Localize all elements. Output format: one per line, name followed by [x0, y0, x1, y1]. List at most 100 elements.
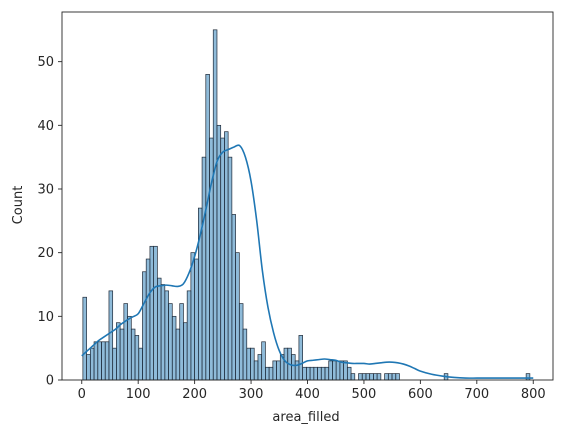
y-tick-label: 20	[37, 246, 54, 261]
x-tick-label: 800	[521, 387, 546, 402]
histogram-bar	[395, 373, 400, 381]
histogram-bar	[376, 373, 382, 381]
histogram-bar	[272, 360, 277, 381]
histogram-bar	[130, 328, 136, 381]
histogram-bar	[261, 341, 266, 381]
histogram-bar	[116, 322, 121, 381]
histogram-bar	[265, 366, 270, 381]
histogram-bar	[350, 373, 356, 381]
histogram-bar	[335, 360, 341, 381]
x-tick-label: 200	[182, 387, 207, 402]
histogram-bar	[387, 373, 393, 381]
histogram-bar	[183, 322, 188, 381]
histogram-bar	[302, 366, 307, 381]
y-tick-label: 30	[37, 182, 54, 197]
histogram-bar	[157, 277, 162, 381]
histogram-bar	[231, 214, 236, 381]
histogram-bar	[373, 373, 378, 381]
histogram-bar	[298, 335, 303, 381]
histogram-bar	[294, 360, 300, 381]
histogram-bar	[328, 360, 333, 381]
histogram-bar	[86, 354, 91, 381]
histogram-bar	[291, 354, 296, 381]
histogram-bar	[190, 252, 195, 381]
histogram-bar	[119, 328, 125, 381]
histogram-bar	[153, 245, 158, 381]
histogram-bar	[201, 156, 207, 381]
x-tick-label: 0	[78, 387, 86, 402]
plot-frame	[61, 11, 554, 381]
histogram-bar	[361, 373, 367, 381]
histogram-bar	[108, 290, 114, 381]
histogram-bar	[309, 366, 315, 381]
histogram-bar	[179, 303, 184, 381]
y-tick-label: 10	[37, 310, 54, 325]
histogram-bar	[242, 328, 248, 381]
x-tick-label: 300	[239, 387, 264, 402]
histogram-bars	[82, 29, 531, 381]
histogram-bar	[82, 296, 87, 381]
histogram-bar	[145, 258, 151, 381]
histogram-bar	[186, 290, 192, 381]
x-axis-ticks: 0 100 200 300 400 500 600 700 800	[78, 380, 546, 402]
histogram-bar	[101, 341, 106, 381]
histogram-bar	[168, 303, 173, 381]
histogram-bar	[149, 245, 154, 381]
histogram-bar	[205, 74, 210, 381]
histogram-bar	[283, 347, 289, 381]
y-tick-label: 50	[37, 55, 54, 70]
y-tick-label: 40	[37, 119, 54, 134]
histogram-bar	[227, 156, 233, 381]
histogram-bar	[238, 303, 244, 381]
histogram-bar	[276, 360, 281, 381]
histogram-bar	[134, 335, 140, 381]
histogram-bar	[369, 373, 374, 381]
histogram-bar	[358, 373, 363, 381]
histogram-bar	[194, 258, 199, 381]
histogram-bar	[216, 124, 222, 381]
histogram-bar	[212, 29, 218, 381]
histogram-bar	[324, 366, 330, 381]
histogram-bar	[224, 131, 229, 381]
histogram-bar	[97, 341, 102, 381]
x-tick-label: 700	[464, 387, 489, 402]
histogram-bar	[235, 252, 240, 381]
x-tick-label: 100	[126, 387, 151, 402]
histogram-bar	[268, 366, 274, 381]
histogram-bar	[343, 360, 348, 381]
histogram-bar	[391, 373, 397, 381]
histogram-bar	[246, 347, 251, 381]
histogram-bar	[123, 303, 128, 381]
histogram-bar	[220, 137, 225, 381]
histogram-bar	[525, 373, 531, 381]
histogram-bar	[93, 341, 99, 381]
histogram-bar	[250, 347, 255, 381]
histogram-bar	[138, 347, 143, 381]
histogram-bar	[365, 373, 371, 381]
histogram-bar	[306, 366, 311, 381]
histogram-bar	[112, 347, 117, 381]
histogram-bar	[89, 347, 95, 381]
histogram-bar	[253, 360, 259, 381]
y-axis-label: Count	[11, 186, 26, 225]
histogram-bar	[104, 341, 110, 381]
x-tick-label: 400	[295, 387, 320, 402]
axes	[61, 11, 554, 381]
x-axis-label: area_filled	[272, 410, 339, 425]
histogram-bar	[142, 271, 147, 381]
y-tick-label: 0	[46, 374, 54, 389]
histogram-bar	[160, 284, 166, 381]
histogram-bar	[171, 315, 177, 381]
histogram-bar	[332, 360, 337, 381]
histogram-bar	[127, 315, 132, 381]
histogram-bar	[320, 366, 326, 381]
kde-curve-group	[81, 144, 534, 379]
kde-line	[81, 144, 534, 379]
y-axis-ticks: 0 10 20 30 40 50	[37, 55, 62, 389]
histogram-bar	[164, 290, 169, 381]
x-tick-label: 600	[408, 387, 433, 402]
histogram-bar	[339, 360, 344, 381]
histogram-bar	[257, 354, 263, 381]
x-tick-label: 500	[352, 387, 377, 402]
